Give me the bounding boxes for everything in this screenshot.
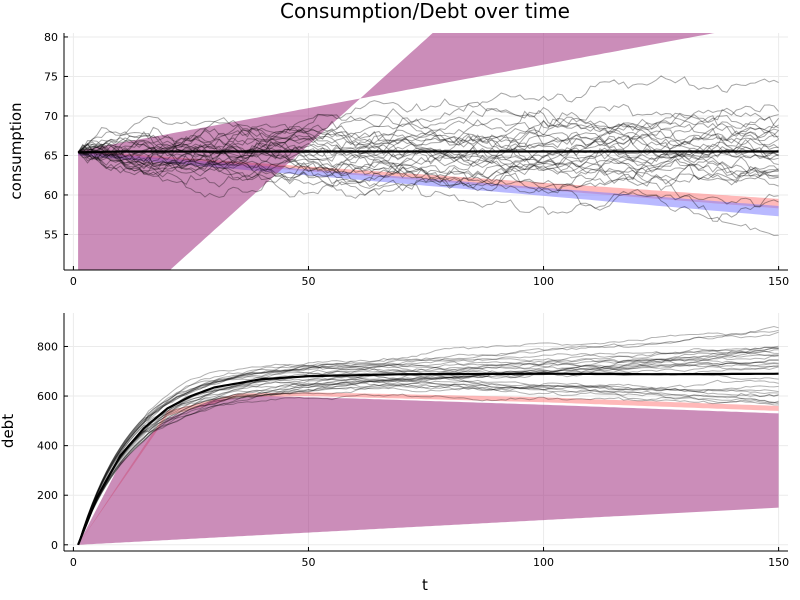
consumption-path-8	[78, 142, 779, 184]
debt-path-8	[77, 369, 779, 545]
consumption-path-16	[78, 148, 779, 193]
consumption-sample-paths	[77, 75, 779, 237]
consumption-path-5	[77, 141, 779, 184]
debt-path-7	[77, 380, 779, 545]
consumption-path-0	[77, 103, 779, 153]
debt-path-17	[77, 359, 779, 545]
consumption-path-24	[77, 101, 779, 178]
consumption-ylabel: consumption	[7, 102, 25, 199]
consumption-path-10	[78, 147, 779, 209]
consumption-axes: 0 50 100 150 55 60 65 70 75 80	[44, 31, 789, 288]
debt-path-29	[77, 331, 779, 545]
debt-xtick-label-2: 100	[533, 556, 554, 569]
consumption-mean	[78, 150, 779, 154]
consumption-path-20	[77, 127, 779, 188]
consumption-path-27	[77, 138, 779, 178]
debt-ytick-label-0: 0	[51, 539, 58, 552]
debt-path-1	[77, 393, 779, 545]
debt-path-19	[77, 329, 779, 545]
consumption-path-18	[77, 107, 779, 167]
debt-path-11	[77, 382, 779, 545]
consumption-xtick-label-2: 100	[533, 275, 554, 288]
debt-ytick-label-1: 200	[37, 489, 58, 502]
consumption-path-15	[77, 115, 779, 153]
debt-xtick-label-1: 50	[301, 556, 315, 569]
consumption-path-9	[77, 135, 779, 194]
debt-path-2	[77, 354, 779, 545]
consumption-path-13	[77, 126, 779, 158]
consumption-path-25	[77, 151, 779, 192]
consumption-ytick-label-0: 55	[44, 228, 58, 241]
debt-path-24	[77, 349, 779, 545]
debt-ylabel: debt	[0, 414, 17, 448]
debt-path-23	[77, 347, 779, 545]
consumption-panel: 0 50 100 150 55 60 65 70 75 80 consumption	[7, 31, 789, 288]
consumption-path-17	[77, 117, 779, 169]
debt-axes: 0 50 100 150 0 200 400 600 800	[37, 313, 789, 569]
debt-band-1	[78, 396, 779, 545]
consumption-path-3	[77, 106, 779, 174]
debt-xtick-label-3: 150	[768, 556, 789, 569]
consumption-path-2	[77, 104, 779, 168]
consumption-path-22	[77, 138, 779, 192]
debt-xlabel: t	[422, 576, 428, 594]
chart-title: Consumption/Debt over time	[280, 0, 570, 23]
debt-bands	[78, 392, 779, 545]
debt-path-18	[77, 357, 779, 545]
consumption-path-4	[77, 149, 779, 237]
consumption-ytick-label-4: 75	[44, 70, 58, 83]
consumption-path-21	[77, 117, 779, 159]
consumption-xtick-label-3: 150	[768, 275, 789, 288]
debt-ytick-label-4: 800	[37, 340, 58, 353]
debt-path-27	[77, 379, 779, 545]
consumption-ytick-label-5: 80	[44, 31, 58, 44]
debt-path-0	[77, 384, 779, 545]
consumption-ytick-label-1: 60	[44, 189, 58, 202]
debt-mean	[77, 372, 779, 546]
consumption-ytick-label-2: 65	[44, 149, 58, 162]
debt-path-5	[77, 345, 779, 545]
debt-path-16	[77, 364, 779, 545]
debt-path-3	[77, 362, 779, 545]
consumption-path-1	[77, 122, 779, 189]
debt-path-14	[77, 350, 779, 545]
consumption-path-14	[77, 131, 779, 176]
debt-path-13	[77, 325, 779, 545]
debt-path-15	[77, 351, 779, 545]
consumption-path-11	[77, 115, 779, 156]
consumption-path-7	[77, 75, 779, 159]
consumption-xtick-label-1: 50	[301, 275, 315, 288]
debt-band-0	[78, 392, 779, 545]
consumption-mean-line	[78, 150, 779, 154]
debt-ytick-label-2: 400	[37, 440, 58, 453]
debt-path-22	[77, 376, 779, 545]
consumption-xtick-label-0: 0	[70, 275, 77, 288]
consumption-ytick-label-3: 70	[44, 110, 58, 123]
debt-path-26	[77, 381, 779, 545]
debt-panel: 0 50 100 150 0 200 400 600 800 debt t	[0, 313, 789, 594]
consumption-path-28	[77, 112, 779, 187]
debt-mean-line	[77, 372, 779, 546]
consumption-path-12	[78, 139, 779, 186]
debt-path-4	[77, 354, 779, 545]
consumption-path-6	[78, 145, 779, 182]
debt-ytick-label-3: 600	[37, 390, 58, 403]
debt-path-25	[77, 370, 779, 545]
debt-xtick-label-0: 0	[70, 556, 77, 569]
debt-path-10	[77, 346, 779, 545]
debt-path-9	[77, 361, 779, 545]
